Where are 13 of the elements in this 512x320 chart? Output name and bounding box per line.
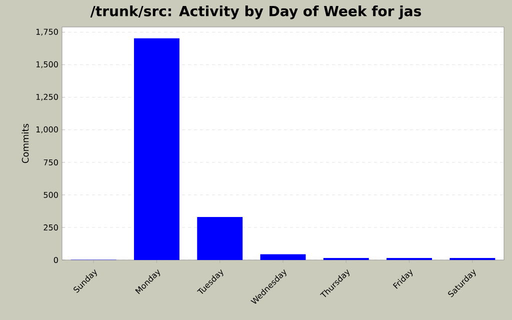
chart-title: /trunk/src: Activity by Day of Week for jas bbox=[90, 6, 422, 20]
y-tick-label: 1,500 bbox=[36, 61, 58, 68]
y-tick-label: 1,000 bbox=[36, 126, 58, 134]
y-tick-label: 250 bbox=[44, 224, 58, 230]
y-tick-label: 1,750 bbox=[36, 28, 58, 36]
bar bbox=[134, 38, 180, 260]
bar bbox=[260, 254, 306, 260]
y-tick-label: 500 bbox=[44, 192, 58, 198]
bar bbox=[197, 217, 243, 260]
y-axis-title: Commits bbox=[22, 124, 29, 164]
y-tick-label: 1,250 bbox=[36, 94, 58, 101]
y-tick-label: 0 bbox=[54, 256, 58, 264]
y-tick-label: 750 bbox=[44, 159, 58, 166]
